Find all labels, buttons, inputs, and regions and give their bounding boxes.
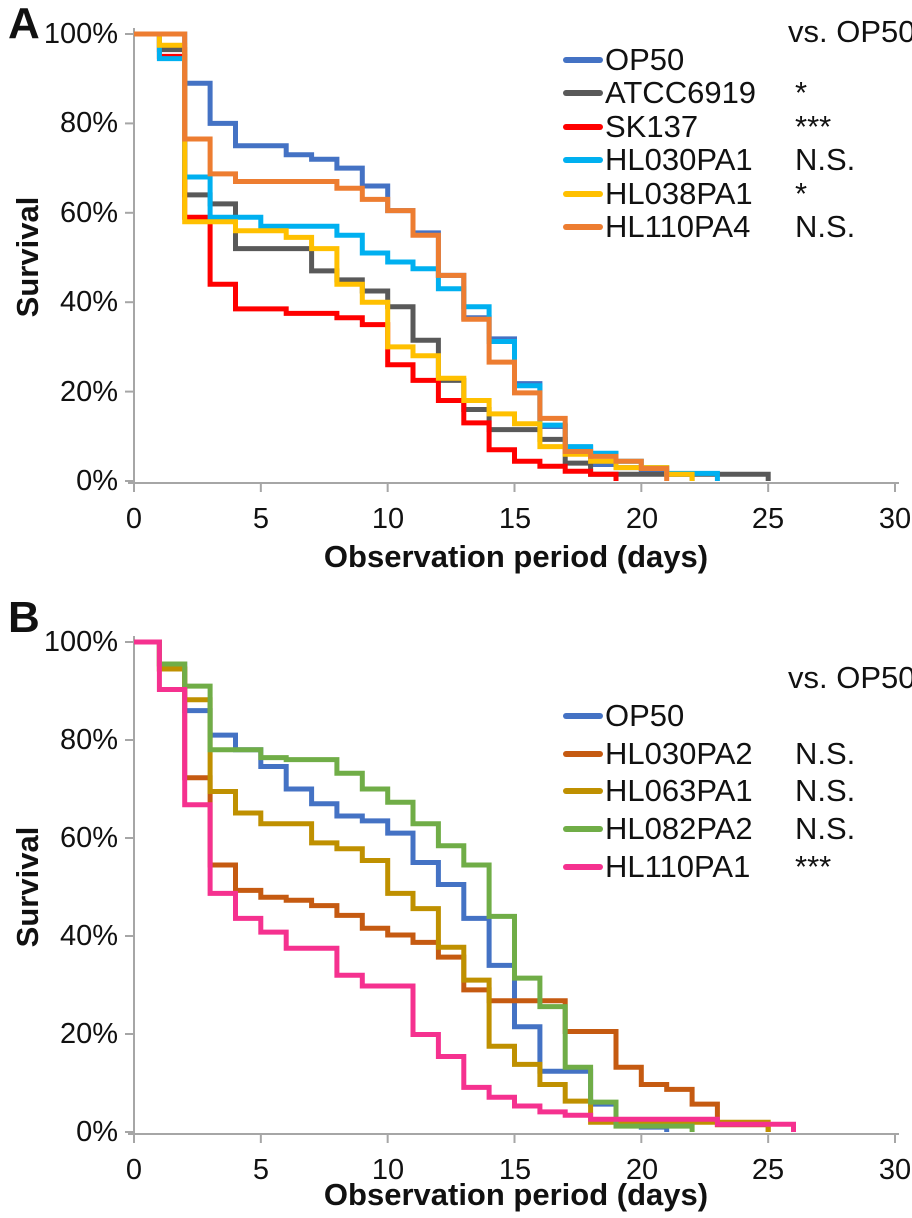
curve-hl082pa2 (134, 639, 695, 1132)
panel-b-plot (125, 636, 899, 1143)
panel-a-xtick-5: 5 (252, 503, 270, 535)
significance-atcc6919: * (795, 75, 808, 110)
op50-line-swatch (563, 713, 603, 719)
panel-a-xtick-25: 25 (751, 503, 785, 535)
legend-item-op50-b: OP50 (563, 700, 684, 732)
legend-item-atcc6919: ATCC6919 (563, 77, 756, 109)
atcc6919-line-swatch (563, 90, 603, 96)
panel-a-xtick-20: 20 (625, 503, 659, 535)
panel-b-xtick-15: 15 (498, 1154, 532, 1186)
panel-a-plot (125, 28, 899, 492)
legend-item-hl030pa2: HL030PA2 (563, 738, 753, 770)
hl082pa2-line-swatch (563, 826, 603, 832)
significance-hl038pa1: * (795, 176, 808, 211)
panel-a-xtick-0: 0 (125, 503, 143, 535)
panel-b-ytick-60: 60% (59, 822, 118, 854)
panel-a-ytick-0: 0% (76, 465, 118, 497)
panel-b-xtick-30: 30 (878, 1154, 912, 1186)
op50-line-swatch (563, 57, 603, 63)
panel-a-x-axis-title: Observation period (days) (323, 539, 709, 574)
legend-item-hl030pa1: HL030PA1 (563, 144, 753, 176)
panel-a-label: A (8, 0, 40, 48)
significance-hl063pa1: N.S. (795, 773, 856, 808)
curve-hl110pa4 (134, 31, 670, 481)
panel-a-ytick-100: 100% (43, 18, 118, 50)
legend-label: HL030PA1 (605, 142, 753, 177)
legend-label: ATCC6919 (605, 75, 757, 110)
panel-a-xtick-10: 10 (371, 503, 405, 535)
hl038pa1-line-swatch (563, 191, 603, 197)
legend-label: HL030PA2 (605, 736, 753, 771)
significance-hl030pa2: N.S. (795, 736, 856, 771)
panel-a-y-axis-title: Survival (10, 196, 45, 318)
curve-sk137 (134, 31, 619, 481)
legend-item-hl063pa1: HL063PA1 (563, 775, 753, 807)
panel-b-xtick-0: 0 (125, 1154, 143, 1186)
panel-b-x-axis-title: Observation period (days) (323, 1177, 709, 1212)
significance-hl110pa4: N.S. (795, 209, 856, 244)
hl030pa2-line-swatch (563, 751, 603, 757)
legend-item-op50-a: OP50 (563, 44, 684, 76)
curve-hl038pa1 (134, 31, 695, 481)
legend-item-sk137: SK137 (563, 111, 698, 143)
panel-a-ytick-60: 60% (59, 197, 118, 229)
panel-b-ytick-80: 80% (59, 724, 118, 756)
legend-label: SK137 (605, 109, 699, 144)
legend-item-hl082pa2: HL082PA2 (563, 813, 753, 845)
legend-label: OP50 (605, 698, 685, 733)
hl110pa1-line-swatch (563, 864, 603, 870)
panel-b-ytick-0: 0% (76, 1116, 118, 1148)
hl030pa1-line-swatch (563, 157, 603, 163)
panel-a-vs-op50-note: vs. OP50 (788, 14, 912, 49)
significance-sk137: *** (795, 109, 832, 144)
curve-hl063pa1 (134, 639, 771, 1132)
panel-b-label: B (8, 593, 40, 642)
panel-b-xtick-20: 20 (625, 1154, 659, 1186)
legend-label: HL110PA4 (605, 209, 751, 244)
legend-label: HL110PA1 (605, 849, 751, 884)
legend-label: HL038PA1 (605, 176, 753, 211)
significance-hl110pa1: *** (795, 849, 832, 884)
hl110pa4-line-swatch (563, 224, 603, 230)
curve-hl030pa2 (134, 639, 771, 1132)
panel-b-ytick-100: 100% (43, 626, 118, 658)
panel-a-xtick-30: 30 (878, 503, 912, 535)
curve-hl110pa1 (134, 639, 796, 1132)
panel-b-ytick-40: 40% (59, 920, 118, 952)
panel-a-ytick-80: 80% (59, 107, 118, 139)
panel-b-y-axis-title: Survival (10, 826, 45, 948)
panel-b-xtick-25: 25 (751, 1154, 785, 1186)
significance-hl082pa2: N.S. (795, 811, 856, 846)
legend-item-hl110pa4: HL110PA4 (563, 211, 750, 243)
legend-label: HL082PA2 (605, 811, 753, 846)
hl063pa1-line-swatch (563, 788, 603, 794)
legend-item-hl038pa1: HL038PA1 (563, 178, 753, 210)
panel-b-xtick-5: 5 (252, 1154, 270, 1186)
legend-label: HL063PA1 (605, 773, 753, 808)
legend-item-hl110pa1: HL110PA1 (563, 851, 750, 883)
panel-b-ytick-20: 20% (59, 1018, 118, 1050)
legend-label: OP50 (605, 42, 685, 77)
panel-a-xtick-15: 15 (498, 503, 532, 535)
panel-b-vs-op50-note: vs. OP50 (788, 660, 912, 695)
sk137-line-swatch (563, 124, 603, 130)
significance-hl030pa1: N.S. (795, 142, 856, 177)
panel-a-ytick-20: 20% (59, 376, 118, 408)
panel-a-ytick-40: 40% (59, 286, 118, 318)
panel-b-xtick-10: 10 (371, 1154, 405, 1186)
